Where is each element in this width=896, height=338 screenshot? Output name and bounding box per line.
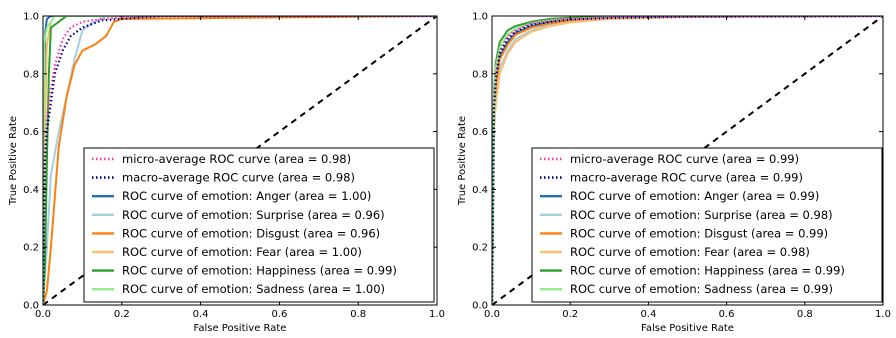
- legend-entry: ROC curve of emotion: Surprise (area = 0…: [122, 208, 385, 222]
- roc-curve-series-6: [492, 16, 883, 305]
- y-tick-label: 1.0: [23, 12, 39, 23]
- roc-curve-series-8: [43, 16, 437, 305]
- x-tick-label: 0.4: [640, 309, 656, 320]
- legend-entry: micro-average ROC curve (area = 0.99): [570, 152, 799, 166]
- y-tick-label: 0.8: [23, 69, 39, 80]
- legend-entry: micro-average ROC curve (area = 0.98): [122, 152, 351, 166]
- axes-frame: [491, 15, 884, 306]
- y-axis-label: True Positive Rate: [8, 116, 19, 206]
- y-tick-label: 0.6: [23, 127, 39, 138]
- y-tick-label: 0.0: [472, 301, 488, 312]
- legend-entry: ROC curve of emotion: Fear (area = 0.98): [570, 245, 810, 259]
- y-tick-label: 0.0: [23, 301, 39, 312]
- roc-curve-series-5: [43, 16, 437, 305]
- legend-entry: ROC curve of emotion: Surprise (area = 0…: [570, 208, 833, 222]
- x-tick-label: 0.4: [193, 309, 209, 320]
- legend-box: [83, 147, 435, 303]
- axes-frame: [42, 15, 438, 306]
- y-tick-label: 0.6: [472, 127, 488, 138]
- y-tick-label: 0.8: [472, 69, 488, 80]
- y-tick-label: 0.4: [472, 185, 488, 196]
- x-tick-label: 0.2: [562, 309, 578, 320]
- x-tick-label: 0.0: [484, 309, 500, 320]
- roc-curve-series-2: [43, 16, 437, 305]
- legend: micro-average ROC curve (area = 0.98) mac…: [83, 147, 435, 303]
- x-tick-label: 0.2: [114, 309, 130, 320]
- y-tick-label: 0.2: [472, 243, 488, 254]
- x-tick-label: 1.0: [875, 309, 891, 320]
- roc-curve-series-1: [43, 16, 437, 305]
- x-axis-label: False Positive Rate: [641, 323, 734, 334]
- x-tick-label: 0.8: [350, 309, 366, 320]
- x-axis-label: False Positive Rate: [194, 323, 287, 334]
- x-tick-label: 0.6: [271, 309, 287, 320]
- y-tick-label: 0.2: [23, 243, 39, 254]
- roc-curve-series-2: [492, 16, 883, 305]
- legend-box: [531, 147, 883, 303]
- legend-entry: macro-average ROC curve (area = 0.98): [122, 171, 355, 185]
- legend-entry: ROC curve of emotion: Disgust (area = 0.…: [122, 226, 380, 240]
- y-axis-label: True Positive Rate: [457, 116, 468, 206]
- legend-entry: ROC curve of emotion: Anger (area = 1.00…: [122, 189, 371, 203]
- x-tick-label: 0.0: [35, 309, 51, 320]
- legend-entry: ROC curve of emotion: Disgust (area = 0.…: [570, 226, 828, 240]
- x-tick-label: 1.0: [429, 309, 445, 320]
- y-tick-label: 0.4: [23, 185, 39, 196]
- legend-entry: ROC curve of emotion: Sadness (area = 0.…: [570, 282, 833, 296]
- y-tick-label: 1.0: [472, 12, 488, 23]
- x-tick-label: 0.6: [719, 309, 735, 320]
- legend-entry: ROC curve of emotion: Anger (area = 0.99…: [570, 189, 819, 203]
- legend: micro-average ROC curve (area = 0.99) mac…: [531, 147, 883, 303]
- legend-entry: macro-average ROC curve (area = 0.99): [570, 171, 803, 185]
- legend-entry: ROC curve of emotion: Fear (area = 1.00): [122, 245, 362, 259]
- roc-chart-1: 0.0 0.2 0.4 0.6 0.8 1.0 0.0 0.2 0.4 0.6 0.8 1.0 Fals…: [8, 12, 445, 335]
- legend-entry: ROC curve of emotion: Sadness (area = 1.…: [122, 282, 385, 296]
- legend-entry: ROC curve of emotion: Happiness (area = …: [122, 264, 397, 278]
- x-tick-label: 0.8: [797, 309, 813, 320]
- roc-chart-2: 0.0 0.2 0.4 0.6 0.8 1.0 0.0 0.2 0.4 0.6 0.8 1.0 Fals…: [457, 12, 891, 335]
- legend-entry: ROC curve of emotion: Happiness (area = …: [570, 264, 845, 278]
